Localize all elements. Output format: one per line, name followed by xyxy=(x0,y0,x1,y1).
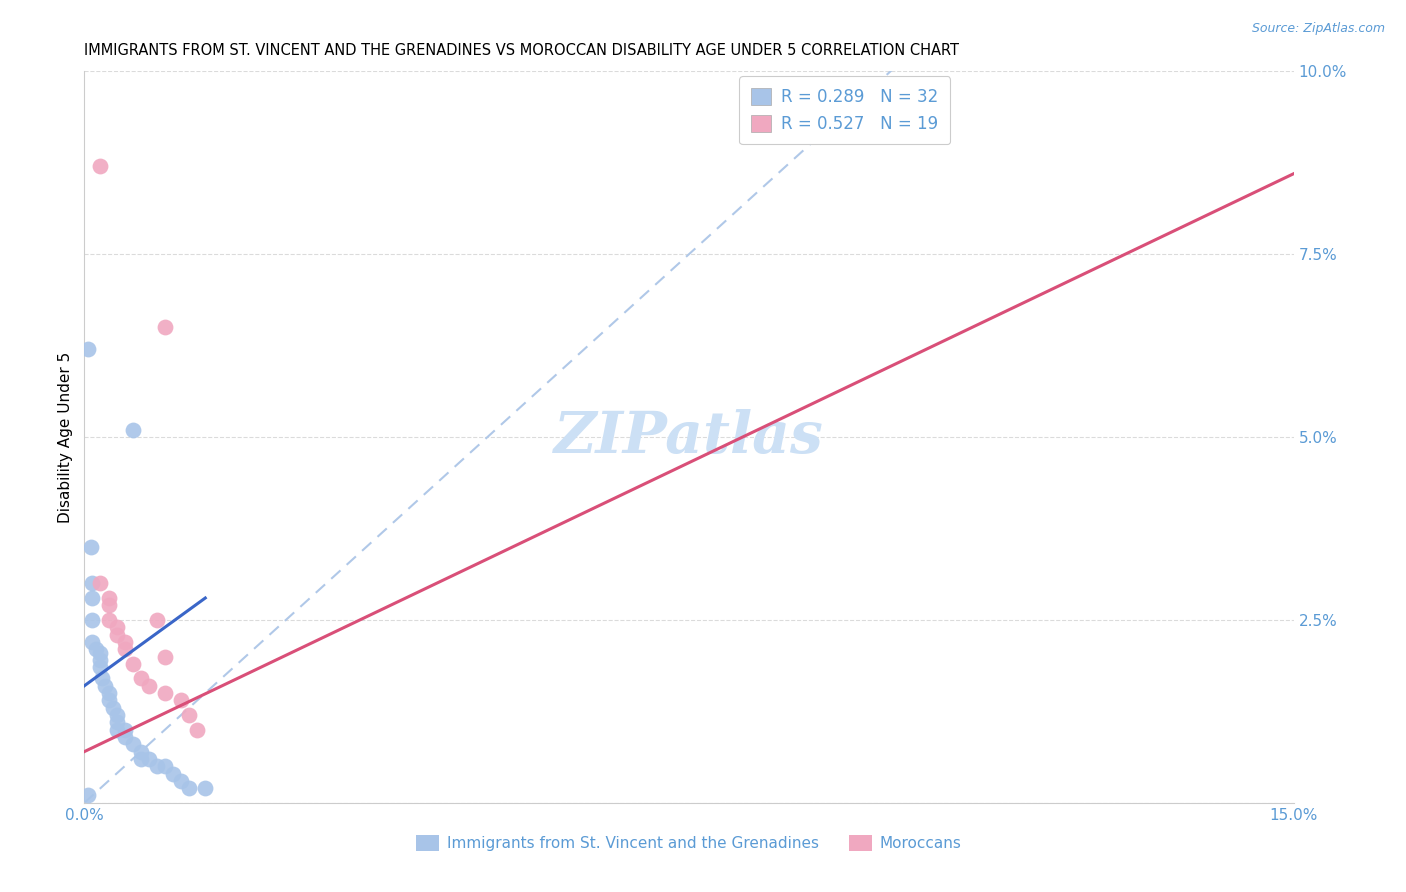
Point xyxy=(146,613,169,627)
Point xyxy=(91,672,114,686)
Point xyxy=(82,591,104,605)
Point xyxy=(105,627,128,641)
Text: ZIPatlas: ZIPatlas xyxy=(554,409,824,466)
Point xyxy=(153,320,176,334)
Point xyxy=(179,781,201,796)
Point xyxy=(194,781,217,796)
Point xyxy=(121,737,143,751)
Point xyxy=(97,591,120,605)
Point xyxy=(101,700,124,714)
Point xyxy=(86,642,108,657)
Point xyxy=(77,789,100,803)
Point xyxy=(82,613,104,627)
Point xyxy=(114,723,136,737)
Point xyxy=(153,649,176,664)
Point xyxy=(89,576,111,591)
Point xyxy=(114,730,136,744)
Point xyxy=(97,599,120,613)
Point xyxy=(138,679,160,693)
Point xyxy=(105,723,128,737)
Point xyxy=(186,723,208,737)
Point xyxy=(105,715,128,730)
Point xyxy=(89,660,111,674)
Point xyxy=(114,635,136,649)
Legend: Immigrants from St. Vincent and the Grenadines, Moroccans: Immigrants from St. Vincent and the Gren… xyxy=(411,830,967,857)
Point xyxy=(97,686,120,700)
Point xyxy=(153,686,176,700)
Point xyxy=(105,708,128,723)
Text: Source: ZipAtlas.com: Source: ZipAtlas.com xyxy=(1251,22,1385,36)
Point xyxy=(121,423,143,437)
Point xyxy=(97,613,120,627)
Point xyxy=(146,759,169,773)
Point xyxy=(129,745,152,759)
Point xyxy=(89,646,111,660)
Point xyxy=(129,752,152,766)
Point xyxy=(82,635,104,649)
Point xyxy=(162,766,184,780)
Point xyxy=(80,540,103,554)
Point xyxy=(153,759,176,773)
Point xyxy=(170,693,193,707)
Point xyxy=(82,576,104,591)
Point xyxy=(93,679,115,693)
Point xyxy=(77,343,100,357)
Point xyxy=(170,773,193,788)
Y-axis label: Disability Age Under 5: Disability Age Under 5 xyxy=(58,351,73,523)
Point xyxy=(89,160,111,174)
Point xyxy=(114,642,136,657)
Point xyxy=(129,672,152,686)
Point xyxy=(97,693,120,707)
Text: IMMIGRANTS FROM ST. VINCENT AND THE GRENADINES VS MOROCCAN DISABILITY AGE UNDER : IMMIGRANTS FROM ST. VINCENT AND THE GREN… xyxy=(84,43,959,58)
Point xyxy=(138,752,160,766)
Point xyxy=(121,657,143,671)
Point xyxy=(105,620,128,634)
Point xyxy=(89,653,111,667)
Point xyxy=(179,708,201,723)
